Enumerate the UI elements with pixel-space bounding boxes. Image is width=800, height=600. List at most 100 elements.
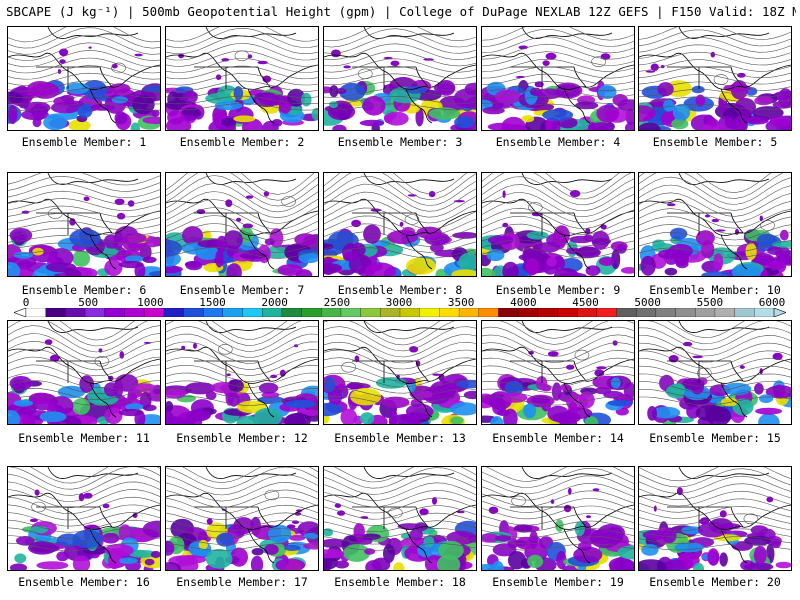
coastline [8,173,160,270]
cape-shading [324,49,476,130]
colorbar-segment [301,308,322,317]
height-contours [482,321,634,406]
height-contours [8,467,160,552]
colorbar-segment [577,308,598,317]
colorbar-segment [143,308,165,317]
ensemble-member-label: Ensemble Member: 7 [179,283,305,297]
colorbar-segment [222,308,243,317]
coastline [8,467,160,564]
colorbar-segment [695,308,716,317]
colorbar-segment [655,308,677,317]
colorbar-tick-label: 4500 [572,296,599,309]
member-map [166,27,318,130]
ensemble-panel-3 [323,26,477,131]
colorbar-segment [458,308,480,317]
member-map [639,173,791,276]
member-map [8,321,160,424]
height-contours [482,467,634,551]
height-contours [639,467,791,551]
colorbar-segment [124,308,145,317]
colorbar-tick-label: 1000 [137,296,164,309]
colorbar-tick-label: 3000 [385,296,413,309]
cape-shading [8,196,160,276]
colorbar-segment [65,308,86,317]
height-contours [639,321,791,406]
height-contours [166,173,318,259]
colorbar-segment [478,308,499,317]
cape-shading [166,53,318,130]
colorbar-high-arrow [773,308,786,317]
ensemble-panel-20 [638,466,792,571]
height-contours [639,173,791,259]
colorbar-segment [675,308,696,317]
member-map [639,467,791,570]
colorbar-tick-label: 1500 [199,296,226,309]
cape-shading [166,342,318,424]
member-map [166,467,318,570]
cape-shading [482,487,634,570]
colorbar-low-arrow [14,308,27,317]
ensemble-member-label: Ensemble Member: 10 [649,283,781,297]
height-contours [8,27,160,111]
colorbar-segment [321,308,342,317]
height-contours [8,321,160,406]
ensemble-member-label: Ensemble Member: 14 [492,431,624,445]
colorbar-segment [340,308,362,317]
cape-shading [8,339,160,424]
cape-shading [9,489,160,570]
member-map [8,27,160,130]
colorbar-tick-label: 6000 [758,296,786,309]
ensemble-panel-13 [323,320,477,425]
chart-title: SBCAPE (J kg⁻¹) | 500mb Geopotential Hei… [6,4,796,19]
ensemble-member-label: Ensemble Member: 5 [652,135,778,149]
ensemble-panel-6 [7,172,161,277]
colorbar-segment [25,308,47,317]
member-map [482,467,634,570]
member-map [639,27,791,130]
cape-shading [166,508,318,570]
colorbar-segment [557,308,578,317]
ensemble-member-label: Ensemble Member: 19 [492,575,624,589]
member-map [324,173,476,276]
colorbar-segment [242,308,263,317]
ensemble-panel-8 [323,172,477,277]
colorbar-segment [596,308,617,317]
coastline [639,321,791,418]
ensemble-panel-2 [165,26,319,131]
ensemble-panel-17 [165,466,319,571]
colorbar-tick-label: 2500 [323,296,351,309]
cape-shading [8,46,160,130]
colorbar-tick-label: 500 [78,296,99,309]
colorbar-segment [616,308,637,317]
colorbar-segment [734,308,755,317]
member-map [324,321,476,424]
ensemble-panel-7 [165,172,319,277]
cape-colorbar [14,308,786,317]
ensemble-member-label: Ensemble Member: 6 [21,283,147,297]
member-map [166,173,318,276]
colorbar-tick-label: 3500 [447,296,475,309]
colorbar-segment [262,308,283,317]
ensemble-panel-19 [481,466,635,571]
height-contours [8,173,160,256]
colorbar-segment [104,308,125,317]
ensemble-member-label: Ensemble Member: 16 [18,575,150,589]
ensemble-member-label: Ensemble Member: 13 [334,431,466,445]
member-map [324,27,476,130]
ensemble-member-label: Ensemble Member: 18 [334,575,466,589]
height-contours [166,467,318,551]
ensemble-panel-4 [481,26,635,131]
ensemble-panel-11 [7,320,161,425]
cape-shading [482,45,634,130]
ensemble-member-label: Ensemble Member: 3 [337,135,463,149]
colorbar-segment [45,308,66,317]
colorbar-segment [399,308,421,317]
ensemble-panel-1 [7,26,161,131]
height-contours [324,467,476,551]
ensemble-member-label: Ensemble Member: 8 [337,283,463,297]
height-contours [482,27,634,111]
coastline [482,321,634,418]
height-contours [482,173,634,259]
height-contours [166,321,318,406]
colorbar-segment [84,308,106,317]
